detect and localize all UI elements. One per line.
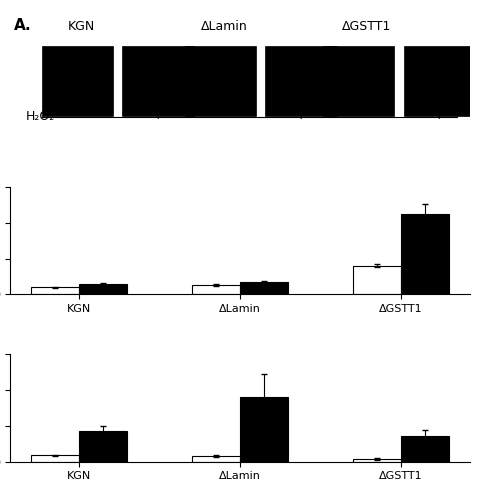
Bar (79, 284, 127, 295)
FancyBboxPatch shape (42, 46, 113, 116)
Text: +: + (296, 108, 306, 122)
Text: –: – (217, 108, 224, 122)
FancyBboxPatch shape (185, 46, 256, 116)
Bar (192, 456, 240, 462)
Bar (353, 459, 401, 462)
Text: H₂O₂: H₂O₂ (26, 110, 55, 122)
Bar (79, 431, 127, 462)
FancyBboxPatch shape (404, 46, 475, 116)
Bar (353, 266, 401, 295)
Bar (401, 214, 449, 295)
Bar (240, 398, 288, 462)
Bar (240, 282, 288, 295)
Bar (401, 436, 449, 462)
Text: ΔGSTT1: ΔGSTT1 (342, 20, 391, 33)
Text: KGN: KGN (67, 20, 95, 33)
FancyBboxPatch shape (122, 46, 194, 116)
FancyBboxPatch shape (323, 46, 395, 116)
Text: A.: A. (14, 18, 32, 33)
Bar (31, 455, 79, 462)
Text: ΔLamin: ΔLamin (201, 20, 247, 33)
Text: +: + (434, 108, 444, 122)
Text: –: – (74, 108, 81, 122)
Bar (192, 285, 240, 295)
Text: +: + (153, 108, 164, 122)
Text: –: – (356, 108, 362, 122)
FancyBboxPatch shape (265, 46, 337, 116)
Bar (31, 287, 79, 295)
